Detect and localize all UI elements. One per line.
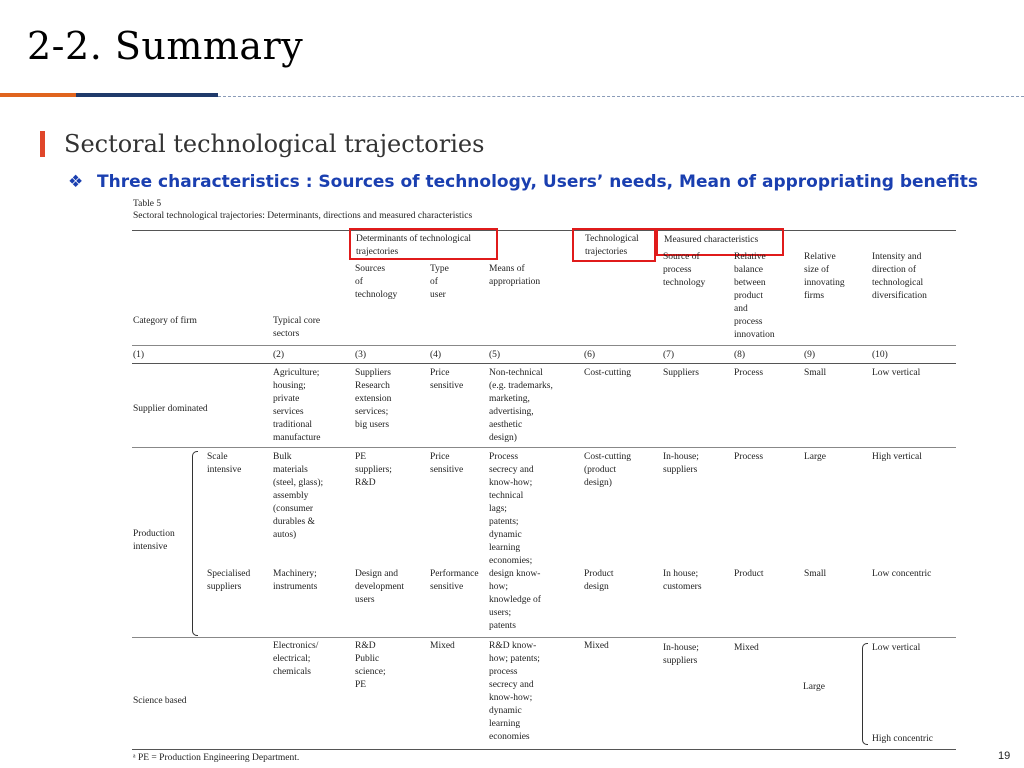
supplier-category: Supplier dominated — [133, 404, 208, 414]
supplier-process-source: Suppliers — [663, 368, 699, 378]
header-sources: Sources of technology — [355, 264, 398, 300]
science-user: Mixed — [430, 641, 455, 651]
table-top-rule — [132, 230, 956, 231]
table-footnote: ᵃ PE = Production Engineering Department… — [133, 753, 300, 763]
science-trajectory: Mixed — [584, 641, 609, 651]
production-category: Production intensive — [133, 529, 175, 552]
row-rule — [132, 447, 956, 448]
scale-diversification: High vertical — [872, 452, 922, 462]
scale-appropriation: Process secrecy and know-how; technical … — [489, 452, 534, 566]
table-bottom-rule — [132, 749, 956, 750]
supplier-user: Price sensitive — [430, 368, 464, 391]
scale-process-source: In-house; suppliers — [663, 452, 699, 475]
header-size: Relative size of innovating firms — [804, 252, 845, 301]
subtitle-marker — [40, 131, 45, 157]
science-diversification-low: Low vertical — [872, 643, 921, 653]
slide-title: 2-2. Summary — [27, 24, 304, 68]
col-number: (5) — [489, 350, 501, 360]
title-underline-navy — [76, 93, 218, 97]
header-core-sectors: Typical core sectors — [273, 316, 321, 339]
col-number: (4) — [430, 350, 442, 360]
scale-category: Scale intensive — [207, 452, 242, 475]
page-number: 19 — [998, 750, 1011, 762]
title-dashed-divider — [218, 96, 1024, 97]
col-number: (1) — [133, 350, 145, 360]
supplier-appropriation: Non-technical (e.g. trademarks, marketin… — [489, 368, 553, 443]
header-category: Category of firm — [133, 316, 197, 326]
science-balance: Mixed — [734, 643, 759, 653]
group-measured: Measured characteristics — [664, 235, 759, 245]
header-appropriation: Means of appropriation — [489, 264, 541, 287]
header-diversification: Intensity and direction of technological… — [872, 252, 927, 301]
scale-trajectory: Cost-cutting (product design) — [584, 452, 631, 488]
table-caption: Sectoral technological trajectories: Det… — [133, 211, 473, 221]
diamond-bullet-icon: ❖ — [68, 172, 84, 192]
group-determinants: Determinants of technological trajectori… — [356, 234, 472, 257]
header-balance: Relative balance between product and pro… — [734, 252, 775, 340]
specialised-sources: Design and development users — [355, 569, 405, 605]
production-brace — [192, 451, 198, 636]
col-number: (8) — [734, 350, 746, 360]
science-sectors: Electronics/ electrical; chemicals — [273, 641, 319, 677]
specialised-user: Performance sensitive — [430, 569, 479, 592]
specialised-trajectory: Product design — [584, 569, 614, 592]
col-number: (10) — [872, 350, 888, 360]
science-category: Science based — [133, 696, 187, 706]
highlight-box-trajectories — [572, 228, 656, 262]
scale-sources: PE suppliers; R&D — [355, 452, 392, 488]
scale-sectors: Bulk materials (steel, glass); assembly … — [273, 452, 324, 540]
group-trajectories: Technological trajectories — [585, 234, 639, 257]
bullet-text: Three characteristics : Sources of techn… — [97, 172, 979, 192]
table-label: Table 5 — [133, 199, 162, 209]
science-brace — [862, 643, 868, 745]
header-type-user: Type of user — [430, 264, 449, 300]
scale-user: Price sensitive — [430, 452, 464, 475]
supplier-sources: Suppliers Research extension services; b… — [355, 368, 392, 430]
specialised-size: Small — [804, 569, 827, 579]
specialised-category: Specialised suppliers — [207, 569, 251, 592]
supplier-sectors: Agriculture; housing; private services t… — [273, 368, 321, 443]
title-underline-orange — [0, 93, 76, 97]
specialised-appropriation: design know- how; knowledge of users; pa… — [489, 569, 541, 631]
supplier-size: Small — [804, 368, 827, 378]
scale-size: Large — [804, 452, 826, 462]
specialised-diversification: Low concentric — [872, 569, 932, 579]
col-number: (3) — [355, 350, 367, 360]
scale-balance: Process — [734, 452, 764, 462]
supplier-trajectory: Cost-cutting — [584, 368, 631, 378]
slide-subtitle: Sectoral technological trajectories — [64, 130, 485, 158]
col-number: (9) — [804, 350, 816, 360]
row-rule — [132, 637, 956, 638]
science-size: Large — [803, 682, 825, 692]
col-number: (6) — [584, 350, 596, 360]
science-appropriation: R&D know- how; patents; process secrecy … — [489, 641, 540, 742]
header-rule — [132, 345, 956, 346]
science-diversification-high: High concentric — [872, 734, 933, 744]
specialised-balance: Product — [734, 569, 764, 579]
header-process-source: Source of process technology — [663, 252, 706, 288]
specialised-process-source: In house; customers — [663, 569, 702, 592]
science-sources: R&D Public science; PE — [355, 641, 386, 690]
specialised-sectors: Machinery; instruments — [273, 569, 318, 592]
col-number: (7) — [663, 350, 675, 360]
highlight-box-measured — [656, 228, 784, 256]
numbers-rule — [132, 363, 956, 364]
supplier-diversification: Low vertical — [872, 368, 921, 378]
supplier-balance: Process — [734, 368, 764, 378]
science-process-source: In-house; suppliers — [663, 643, 699, 666]
highlight-box-determinants — [349, 228, 498, 260]
col-number: (2) — [273, 350, 285, 360]
